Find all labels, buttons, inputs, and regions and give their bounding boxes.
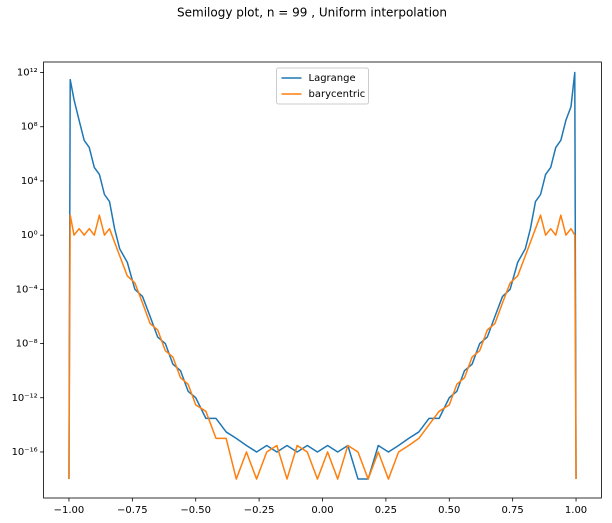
data-line — [68, 214, 577, 480]
x-tick-label: −1.00 — [54, 505, 85, 516]
y-tick-label: 10⁴ — [21, 176, 38, 187]
y-tick-label: 10¹² — [17, 68, 38, 79]
y-tick-label: 10⁻¹² — [12, 393, 38, 404]
y-tick-label: 10⁻¹⁶ — [12, 447, 38, 458]
x-tick-label: 0.00 — [311, 505, 333, 516]
y-tick-label: 10⁻⁸ — [16, 339, 38, 350]
x-tick-label: −0.25 — [244, 505, 275, 516]
chart-title: Semilogy plot, n = 99 , Uniform interpol… — [177, 6, 447, 20]
x-tick-label: 0.50 — [438, 505, 460, 516]
data-line — [68, 71, 577, 480]
legend: Lagrange barycentric — [276, 67, 369, 105]
legend-label: barycentric — [309, 89, 366, 100]
axes-frame — [43, 61, 602, 499]
y-tick-label: 10⁰ — [21, 230, 38, 241]
legend-label: Lagrange — [309, 73, 356, 84]
legend-box — [276, 67, 369, 105]
x-tick-label: 0.75 — [502, 505, 524, 516]
x-tick-label: −0.50 — [180, 505, 211, 516]
y-tick-label: 10⁸ — [21, 122, 38, 133]
x-tick-label: 0.25 — [375, 505, 397, 516]
y-tick-label: 10⁻⁴ — [16, 284, 38, 295]
x-tick-label: −0.75 — [117, 505, 148, 516]
x-tick-label: 1.00 — [565, 505, 587, 516]
